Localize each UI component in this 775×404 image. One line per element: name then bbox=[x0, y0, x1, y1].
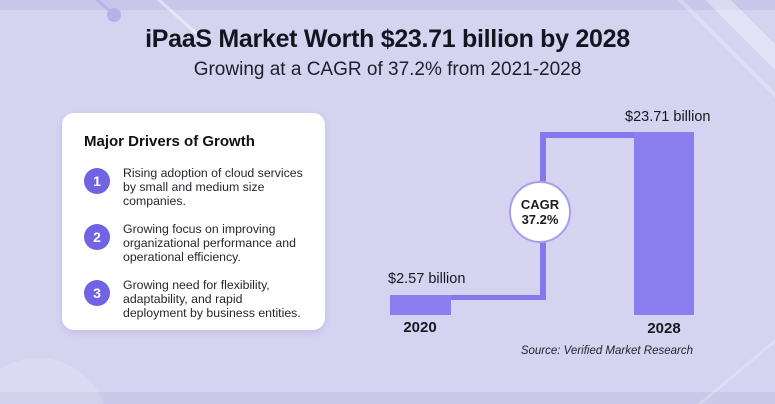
bar-2020 bbox=[390, 295, 451, 315]
top-edge-band bbox=[0, 0, 775, 10]
circuit-node-dot bbox=[107, 8, 121, 22]
driver-text: Rising adoption of cloud services by sma… bbox=[123, 166, 303, 208]
connector-line-lower bbox=[450, 295, 546, 300]
bar-2028 bbox=[634, 132, 694, 315]
cagr-label: CAGR bbox=[520, 197, 560, 212]
page-subtitle: Growing at a CAGR of 37.2% from 2021-202… bbox=[193, 59, 582, 80]
value-label-2028: $23.71 billion bbox=[625, 109, 711, 125]
cagr-value: 37.2% bbox=[521, 212, 559, 227]
driver-number-badge: 1 bbox=[84, 168, 110, 194]
driver-text: Growing need for flexibility, adaptabili… bbox=[123, 278, 301, 320]
value-label-2020: $2.57 billion bbox=[388, 271, 466, 287]
major-drivers-card: Major Drivers of Growth 1 Rising adoptio… bbox=[62, 113, 325, 330]
connector-line-upper bbox=[540, 132, 636, 138]
bottom-edge-band bbox=[0, 392, 775, 404]
driver-item-1: 1 Rising adoption of cloud services by s… bbox=[84, 166, 307, 208]
source-attribution: Source: Verified Market Research bbox=[520, 345, 693, 357]
cagr-badge: CAGR 37.2% bbox=[509, 181, 571, 243]
driver-text: Growing focus on improving organizationa… bbox=[123, 222, 296, 264]
header: iPaaS Market Worth $23.71 billion by 202… bbox=[0, 25, 775, 81]
page-title: iPaaS Market Worth $23.71 billion by 202… bbox=[145, 25, 630, 53]
driver-number-badge: 2 bbox=[84, 224, 110, 250]
driver-item-2: 2 Growing focus on improving organizatio… bbox=[84, 222, 307, 264]
driver-number-badge: 3 bbox=[84, 280, 110, 306]
category-label-2020: 2020 bbox=[403, 319, 437, 336]
card-title: Major Drivers of Growth bbox=[84, 133, 255, 150]
driver-item-3: 3 Growing need for flexibility, adaptabi… bbox=[84, 278, 307, 320]
category-label-2028: 2028 bbox=[647, 320, 681, 337]
